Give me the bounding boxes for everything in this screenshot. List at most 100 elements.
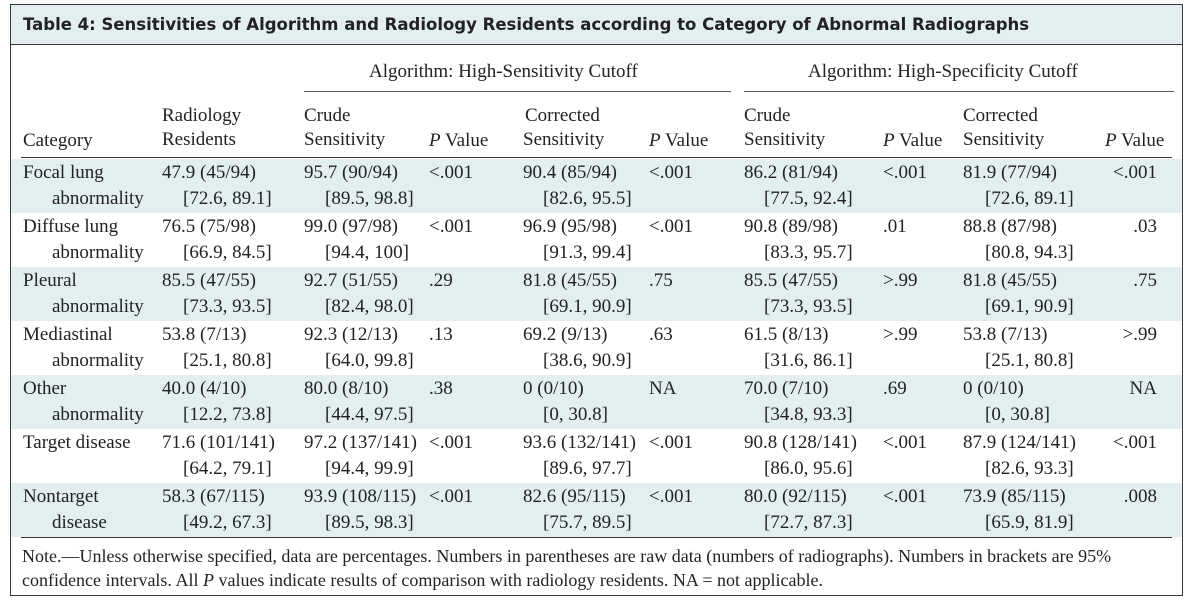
p-value-suffix: Value — [660, 130, 709, 151]
cell-category-ci: abnormality — [52, 296, 144, 317]
cell-sp-corr-value: 87.9 (124/141) — [963, 432, 1076, 453]
cell-hs-crude-p: .29 — [429, 270, 453, 291]
note-p-italic: P — [202, 570, 214, 590]
cell-hs-crude-value: 92.7 (51/55) — [304, 270, 398, 291]
cell-category-value: Focal lung — [23, 162, 104, 183]
cell-hs-corr-p: <.001 — [649, 162, 693, 183]
col-header-sp-corrected-line1: Corrected — [963, 105, 1038, 126]
cell-sp-crude-p: <.001 — [883, 432, 927, 453]
col-header-hs-corrected-line1: Corrected — [525, 105, 600, 126]
cell-hs-crude-ci: [82.4, 98.0] — [325, 296, 414, 317]
cell-hs-corr-p: .75 — [649, 270, 673, 291]
cell-sp-corr-ci: [25.1, 80.8] — [985, 350, 1074, 371]
cell-sp-corr-value: 53.8 (7/13) — [963, 324, 1048, 345]
cell-hs-corr-ci: [0, 30.8] — [543, 404, 608, 425]
note-part2: values indicate results of comparison wi… — [213, 570, 823, 590]
cell-sp-corr-ci: [82.6, 93.3] — [985, 458, 1074, 479]
col-header-sp-corrected-p: P Value — [1105, 129, 1164, 153]
col-header-category: Category — [23, 129, 93, 153]
cell-category-ci: disease — [52, 512, 107, 533]
p-italic: P — [1105, 130, 1117, 151]
cell-hs-crude-value: 80.0 (8/10) — [304, 378, 389, 399]
cell-sp-crude-ci: [72.7, 87.3] — [764, 512, 853, 533]
cell-sp-crude-ci: [73.3, 93.5] — [764, 296, 853, 317]
cell-sp-crude-p: >.99 — [883, 270, 918, 291]
cell-sp-corr-p: NA — [1129, 378, 1157, 399]
cell-sp-corr-ci: [80.8, 94.3] — [985, 242, 1074, 263]
cell-category-value: Pleural — [23, 270, 77, 291]
group-underline-high-specificity — [744, 91, 1174, 92]
group-header-high-sensitivity: Algorithm: High-Sensitivity Cutoff — [369, 61, 638, 82]
cell-hs-crude-value: 97.2 (137/141) — [304, 432, 417, 453]
cell-sp-corr-p: .03 — [1133, 216, 1157, 237]
p-value-suffix: Value — [894, 130, 943, 151]
cell-sp-crude-ci: [83.3, 95.7] — [764, 242, 853, 263]
col-header-hs-corrected-p: P Value — [649, 129, 708, 153]
cell-hs-corr-ci: [91.3, 99.4] — [543, 242, 632, 263]
cell-residents-value: 71.6 (101/141) — [162, 432, 275, 453]
cell-residents-value: 85.5 (47/55) — [162, 270, 256, 291]
cell-sp-corr-p: .008 — [1123, 486, 1157, 507]
p-italic: P — [883, 130, 895, 151]
cell-hs-crude-p: <.001 — [429, 162, 473, 183]
cell-sp-crude-value: 86.2 (81/94) — [744, 162, 838, 183]
cell-residents-value: 47.9 (45/94) — [162, 162, 256, 183]
cell-hs-corr-value: 93.6 (132/141) — [523, 432, 636, 453]
col-header-sp-crude-line2: Sensitivity — [744, 129, 826, 150]
table-row — [11, 159, 1182, 213]
cell-hs-crude-p: <.001 — [429, 486, 473, 507]
cell-category-ci: abnormality — [52, 242, 144, 263]
cell-sp-crude-value: 90.8 (89/98) — [744, 216, 838, 237]
cell-sp-crude-p: .69 — [883, 378, 907, 399]
cell-hs-corr-ci: [69.1, 90.9] — [543, 296, 632, 317]
cell-category-value: Other — [23, 378, 67, 399]
cell-hs-crude-value: 99.0 (97/98) — [304, 216, 398, 237]
table-frame: Table 4: Sensitivities of Algorithm and … — [10, 4, 1183, 596]
p-italic: P — [429, 130, 441, 151]
cell-hs-corr-p: <.001 — [649, 486, 693, 507]
cell-hs-corr-p: NA — [649, 378, 677, 399]
cell-sp-crude-ci: [31.6, 86.1] — [764, 350, 853, 371]
cell-sp-corr-ci: [69.1, 90.9] — [985, 296, 1074, 317]
cell-sp-crude-value: 70.0 (7/10) — [744, 378, 829, 399]
cell-category-ci: abnormality — [52, 350, 144, 371]
note-part1: Note.—Unless otherwise specified, data a… — [22, 546, 1112, 590]
cell-sp-corr-value: 81.9 (77/94) — [963, 162, 1057, 183]
cell-hs-crude-p: <.001 — [429, 216, 473, 237]
cell-sp-crude-ci: [34.8, 93.3] — [764, 404, 853, 425]
cell-sp-crude-value: 80.0 (92/115) — [744, 486, 847, 507]
cell-hs-corr-value: 81.8 (45/55) — [523, 270, 617, 291]
cell-hs-crude-p: .13 — [429, 324, 453, 345]
cell-residents-ci: [66.9, 84.5] — [183, 242, 272, 263]
cell-hs-corr-p: .63 — [649, 324, 673, 345]
col-header-hs-corrected: Corrected Sensitivity — [523, 104, 604, 152]
cell-hs-corr-value: 82.6 (95/115) — [523, 486, 626, 507]
cell-residents-ci: [73.3, 93.5] — [183, 296, 272, 317]
cell-sp-corr-ci: [0, 30.8] — [985, 404, 1050, 425]
table-note: Note.—Unless otherwise specified, data a… — [22, 544, 1172, 592]
cell-sp-corr-value: 0 (0/10) — [963, 378, 1024, 399]
cell-hs-crude-ci: [89.5, 98.3] — [325, 512, 414, 533]
col-header-sp-corrected-line2: Sensitivity — [963, 129, 1045, 150]
cell-category-value: Target disease — [23, 432, 131, 453]
cell-category-value: Diffuse lung — [23, 216, 119, 237]
cell-residents-ci: [25.1, 80.8] — [183, 350, 272, 371]
cell-category-ci: abnormality — [52, 404, 144, 425]
table-row — [11, 375, 1182, 429]
cell-hs-corr-value: 69.2 (9/13) — [523, 324, 608, 345]
table-row — [11, 267, 1182, 321]
cell-category-value: Nontarget — [23, 486, 99, 507]
footer-rule — [21, 537, 1172, 538]
header-rule — [21, 157, 1172, 158]
cell-category-ci: abnormality — [52, 188, 144, 209]
cell-sp-crude-p: <.001 — [883, 486, 927, 507]
cell-hs-corr-p: <.001 — [649, 432, 693, 453]
cell-hs-corr-value: 90.4 (85/94) — [523, 162, 617, 183]
cell-hs-corr-ci: [89.6, 97.7] — [543, 458, 632, 479]
cell-hs-crude-value: 95.7 (90/94) — [304, 162, 398, 183]
cell-hs-crude-ci: [94.4, 100] — [325, 242, 409, 263]
table-title: Table 4: Sensitivities of Algorithm and … — [11, 5, 1182, 45]
col-header-residents: Radiology Residents — [162, 104, 241, 152]
group-header-high-specificity: Algorithm: High-Specificity Cutoff — [808, 61, 1078, 82]
cell-residents-ci: [64.2, 79.1] — [183, 458, 272, 479]
